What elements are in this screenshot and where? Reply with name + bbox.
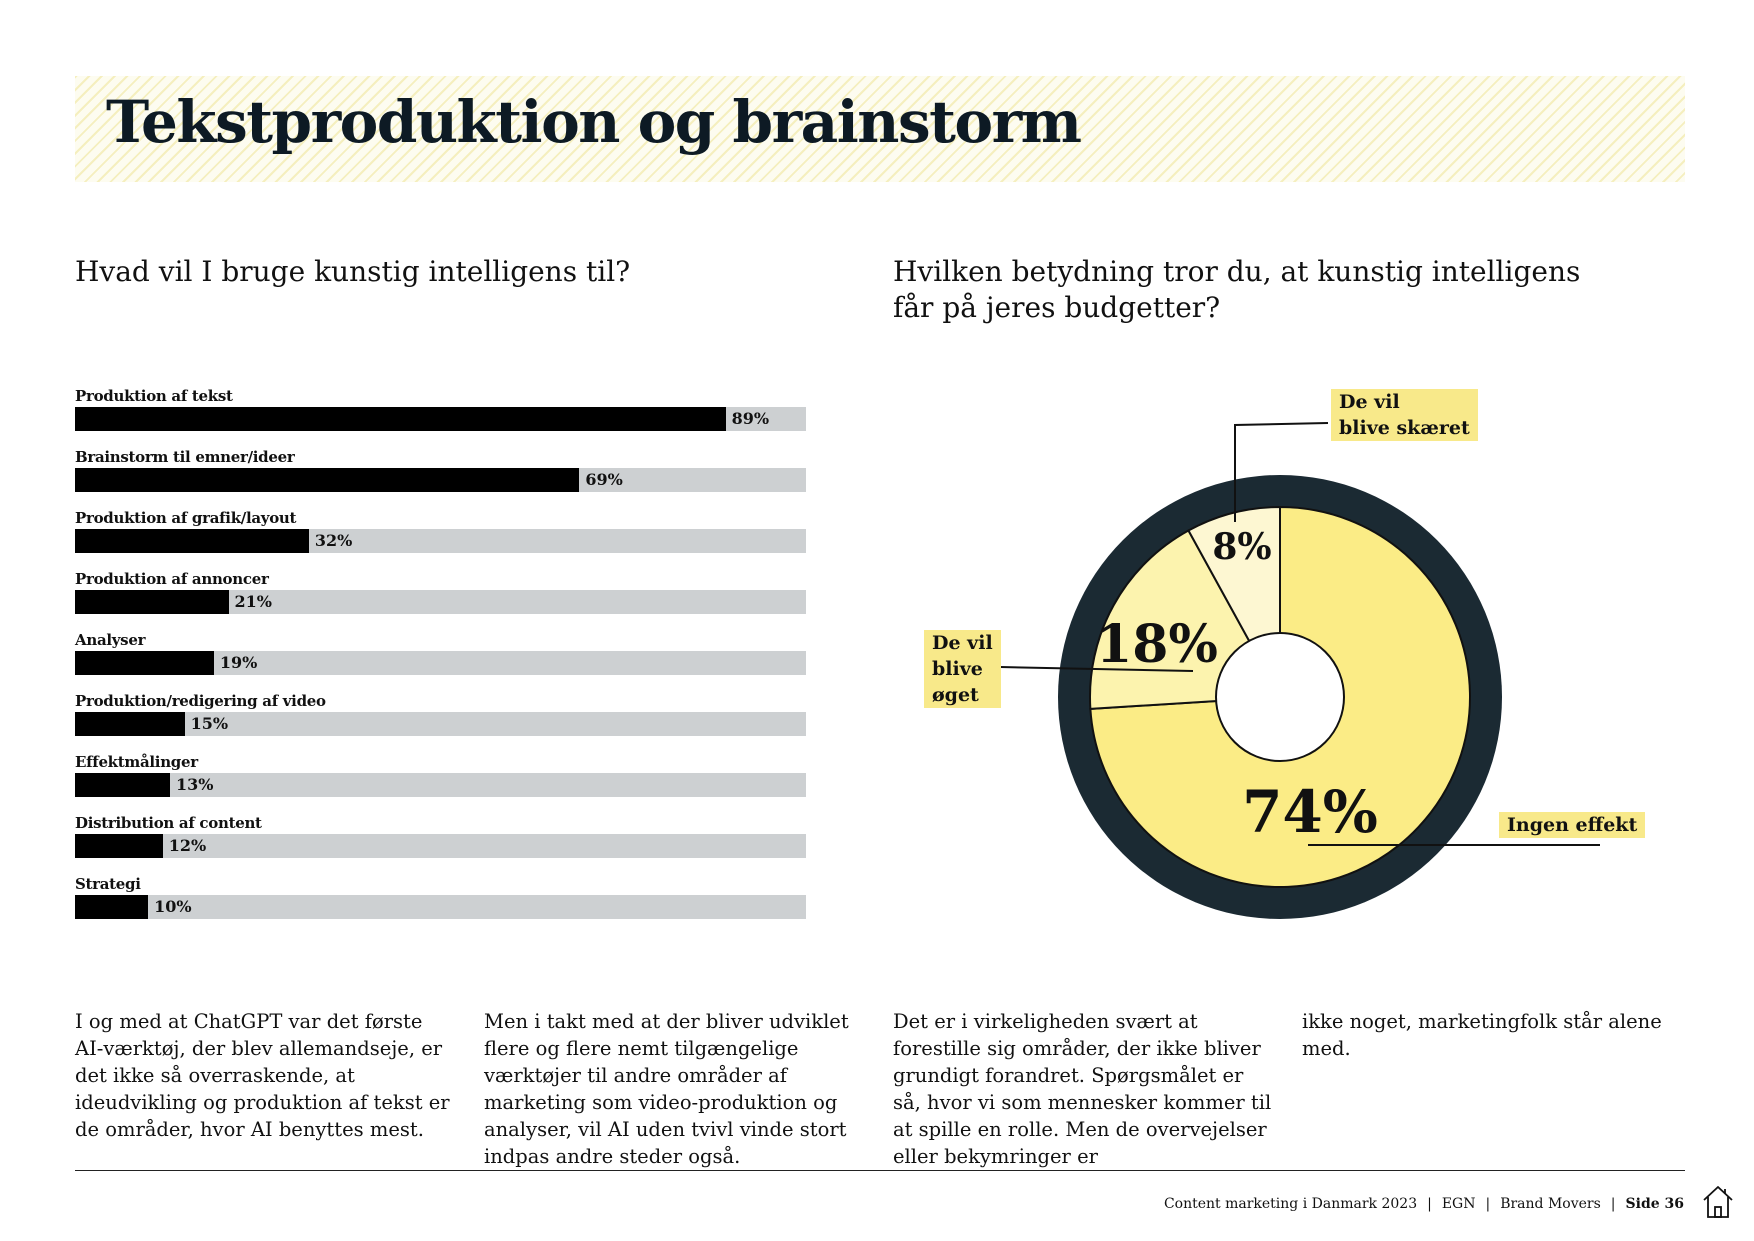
bar-row: Produktion/redigering af video 15% — [75, 692, 806, 752]
bar-fill — [75, 651, 214, 675]
title-background — [75, 76, 1685, 182]
bar-track — [75, 407, 806, 431]
donut-chart: 8% 18% 74% — [999, 422, 1600, 919]
slice-label-increase: 18% — [1096, 614, 1218, 675]
leader-line-cut — [1234, 422, 1329, 522]
bar-fill — [75, 712, 185, 736]
bar-value: 32% — [314, 531, 353, 550]
bar-label: Produktion/redigering af video — [75, 692, 326, 710]
slice-label-none: 74% — [1242, 778, 1378, 846]
bar-value: 13% — [176, 775, 214, 794]
bar-label: Produktion af grafik/layout — [75, 509, 297, 527]
footer-divider — [75, 1170, 1685, 1171]
bar-track — [75, 529, 806, 553]
footer-org: EGN — [1441, 1196, 1476, 1212]
bar-value: 21% — [234, 592, 272, 611]
bar-row: Effektmålinger 13% — [75, 753, 806, 813]
body-paragraph: ikke noget, marketingfolk står alene med… — [1302, 1010, 1662, 1060]
bar-value: 10% — [154, 897, 192, 916]
bar-fill — [75, 834, 163, 858]
bar-fill — [75, 529, 309, 553]
bar-fill — [75, 895, 149, 919]
label-cut-line: De vil — [1339, 391, 1400, 413]
bar-row: Produktion af annoncer 21% — [75, 570, 806, 630]
bar-track — [75, 590, 806, 614]
slice-label-cut: 8% — [1212, 526, 1271, 568]
bar-label: Brainstorm til emner/ideer — [75, 448, 295, 466]
body-paragraph: I og med at ChatGPT var det første AI-væ… — [75, 1010, 450, 1141]
label-cut-line: blive skæret — [1339, 417, 1470, 439]
page-number: Side 36 — [1625, 1196, 1684, 1212]
bar-fill — [75, 590, 229, 614]
bar-track — [75, 773, 806, 797]
label-increase-line: blive — [932, 658, 983, 680]
home-icon[interactable] — [1701, 1183, 1735, 1221]
bar-row: Strategi 10% — [75, 875, 806, 935]
bar-row: Brainstorm til emner/ideer 69% — [75, 448, 806, 508]
label-increase-line: De vil — [932, 632, 993, 654]
bar-track — [75, 895, 806, 919]
body-paragraph: Det er i virkeligheden svært at forestil… — [893, 1010, 1272, 1168]
bar-label: Distribution af content — [75, 814, 262, 832]
footer: Content marketing i Danmark 2023 | EGN | Bra… — [1164, 1196, 1684, 1212]
bar-value: 89% — [731, 409, 770, 428]
bar-value: 19% — [219, 653, 258, 672]
bar-label: Strategi — [75, 875, 141, 893]
donut-hole — [1215, 632, 1345, 762]
bar-label: Analyser — [75, 631, 146, 649]
label-increase-line: øget — [932, 684, 979, 706]
label-none: Ingen effekt — [1499, 812, 1646, 838]
footer-separator: | — [1485, 1196, 1491, 1212]
bar-row: Analyser 19% — [75, 631, 806, 691]
bar-label: Produktion af annoncer — [75, 570, 269, 588]
bar-fill — [75, 773, 171, 797]
bar-row: Produktion af grafik/layout 32% — [75, 509, 806, 569]
bar-fill — [75, 407, 726, 431]
donut-question-line: Hvilken betydning tror du, at kunstig in… — [893, 255, 1581, 288]
footer-separator: | — [1610, 1196, 1616, 1212]
page-title: Tekstproduktion og brainstorm — [106, 88, 1082, 156]
bar-value: 69% — [585, 470, 623, 489]
bar-track — [75, 651, 806, 675]
footer-publication: Content marketing i Danmark 2023 — [1163, 1196, 1418, 1212]
leader-line-increase — [999, 666, 1194, 672]
footer-separator: | — [1427, 1196, 1432, 1212]
donut-question: Hvilken betydning tror du, at kunstig in… — [893, 254, 1580, 326]
bar-value: 15% — [190, 714, 229, 733]
bar-track — [75, 468, 806, 492]
bar-row: Produktion af tekst 89% — [75, 387, 806, 447]
body-paragraph: Men i takt med at der bliver udviklet fl… — [484, 1010, 849, 1168]
bar-value: 12% — [168, 836, 207, 855]
donut-question-line: får på jeres budgetter? — [893, 291, 1221, 324]
bar-row: Distribution af content 12% — [75, 814, 806, 874]
label-cut: De vil blive skæret — [1331, 389, 1478, 441]
bar-label: Effektmålinger — [75, 753, 198, 771]
label-increase: De vil blive øget — [924, 630, 1001, 708]
bar-chart-question: Hvad vil I bruge kunstig intelligens til… — [75, 255, 631, 288]
bar-track — [75, 712, 806, 736]
bar-track — [75, 834, 806, 858]
bar-fill — [75, 468, 580, 492]
bar-label: Produktion af tekst — [75, 387, 233, 405]
footer-org: Brand Movers — [1500, 1196, 1601, 1212]
